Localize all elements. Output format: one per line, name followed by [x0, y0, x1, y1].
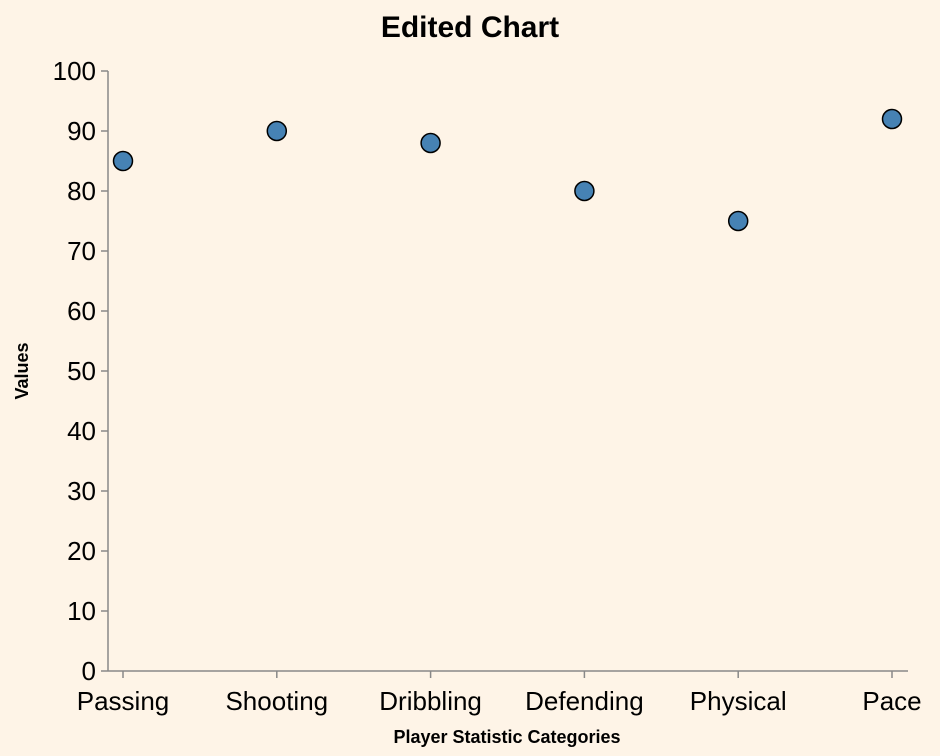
- y-tick-label: 80: [67, 176, 96, 206]
- data-point-pace: [881, 108, 903, 130]
- y-tick-label: 10: [67, 596, 96, 626]
- y-tick-label: 20: [67, 536, 96, 566]
- data-point-defending: [574, 180, 595, 202]
- x-tick-label: Physical: [690, 686, 787, 716]
- chart-title: Edited Chart: [381, 11, 559, 44]
- x-tick-label: Dribbling: [379, 686, 482, 716]
- x-tick-label: Pace: [862, 686, 921, 716]
- y-tick-label: 0: [82, 656, 96, 686]
- x-tick-label: Passing: [77, 686, 170, 716]
- y-tick-label: 60: [67, 296, 96, 326]
- x-axis: Passing Shooting Dribbling Defending Physica…: [77, 670, 922, 716]
- data-point-dribbling: [420, 132, 441, 154]
- y-tick-label: 40: [67, 416, 96, 446]
- y-tick-label: 90: [67, 116, 96, 146]
- data-point-physical: [727, 210, 749, 232]
- x-tick-label: Shooting: [225, 686, 328, 716]
- x-tick-label: Defending: [525, 686, 644, 716]
- data-point-passing: [112, 150, 134, 172]
- y-tick-label: 70: [67, 236, 96, 266]
- data-points: [112, 108, 903, 232]
- y-tick-label: 100: [53, 56, 96, 86]
- y-tick-label: 50: [67, 356, 96, 386]
- x-axis-title: Player Statistic Categories: [393, 727, 620, 747]
- y-axis: 0 10 20 30 40 50 60 70 80 90 100: [53, 56, 109, 686]
- y-axis-title: Values: [12, 342, 32, 399]
- data-point-shooting: [266, 120, 288, 142]
- y-tick-label: 30: [67, 476, 96, 506]
